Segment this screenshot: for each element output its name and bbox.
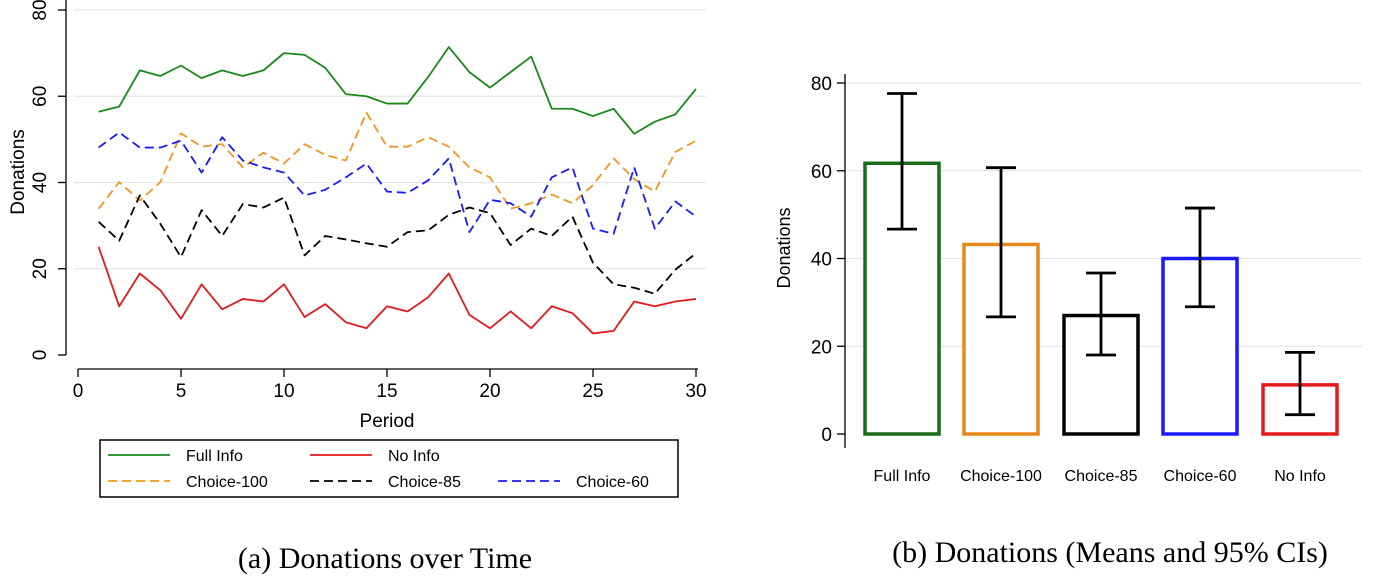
line-chart-x-tick-label: 5 xyxy=(176,381,187,402)
bar-chart-category-label: Full Info xyxy=(874,468,931,485)
line-chart-panel: 0 20 40 60 80 0 5 10 15 20 25 30 Period Donations F… xyxy=(8,0,707,498)
line-chart-series xyxy=(97,46,697,335)
bar-chart-y-axis-label: Donations xyxy=(774,207,794,288)
line-chart-x-tick-label: 0 xyxy=(73,381,84,402)
bar-chart-y-tick-label: 60 xyxy=(811,162,832,183)
legend-label: Choice-85 xyxy=(388,474,461,491)
legend-label: Choice-100 xyxy=(186,474,268,491)
bar-chart-category-label: Choice-85 xyxy=(1065,468,1138,485)
bar-chart-y-tick-label: 0 xyxy=(821,425,832,446)
line-chart-axes: 0 20 40 60 80 0 5 10 15 20 25 30 xyxy=(30,0,707,402)
bar-chart-y-tick-label: 20 xyxy=(811,337,832,358)
caption-a: (a) Donations over Time xyxy=(238,542,532,575)
line-chart-y-tick-label: 60 xyxy=(30,86,51,107)
bar-chart-panel: 0 20 40 60 80 Full Info Choice-100 Choice-85 Ch… xyxy=(774,74,1362,485)
bar-chart-bars: Full Info Choice-100 Choice-85 Choice-60 No … xyxy=(863,92,1339,485)
series-line-choice-100 xyxy=(97,111,697,210)
series-line-full-info xyxy=(98,46,697,135)
line-chart-legend: Full Info No Info Choice-100 Choice-85 Choic… xyxy=(99,439,679,498)
line-chart-y-tick-label: 80 xyxy=(30,0,51,21)
line-chart-gridlines xyxy=(74,9,706,270)
series-line-no-info xyxy=(97,246,697,335)
legend-box xyxy=(99,439,679,498)
bar-chart-axes: 0 20 40 60 80 xyxy=(811,74,846,448)
bar-chart-y-tick-label: 40 xyxy=(811,250,832,271)
bar-chart-category-label: No Info xyxy=(1274,468,1326,485)
line-chart-y-tick-label: 40 xyxy=(30,172,51,193)
line-chart-y-tick-label: 20 xyxy=(30,258,51,279)
bar-chart-category-label: Choice-60 xyxy=(1164,468,1237,485)
series-line-choice-85 xyxy=(97,194,697,295)
bar-chart-y-tick-label: 80 xyxy=(811,74,832,95)
legend-label: Full Info xyxy=(186,448,243,465)
bar-chart-category-label: Choice-100 xyxy=(960,468,1042,485)
line-chart-y-tick-label: 0 xyxy=(30,350,51,361)
line-chart-x-tick-label: 10 xyxy=(273,381,294,402)
line-chart-x-axis-label: Period xyxy=(360,411,415,432)
line-chart-x-tick-label: 20 xyxy=(479,381,500,402)
line-chart-x-tick-label: 25 xyxy=(582,381,603,402)
legend-label: Choice-60 xyxy=(576,474,649,491)
legend-label: No Info xyxy=(388,448,440,465)
line-chart-x-tick-label: 15 xyxy=(376,381,397,402)
caption-b: (b) Donations (Means and 95% CIs) xyxy=(892,536,1328,569)
line-chart-x-tick-label: 30 xyxy=(685,381,706,402)
series-line-choice-60 xyxy=(98,131,697,235)
line-chart-y-axis-label: Donations xyxy=(8,129,29,215)
